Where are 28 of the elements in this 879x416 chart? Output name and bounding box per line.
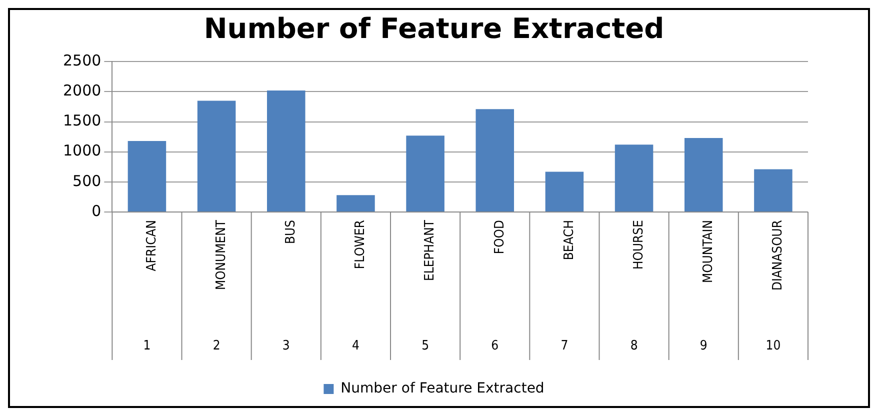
y-tick-label: 2000 (62, 82, 102, 100)
bar (614, 144, 654, 212)
bar (197, 100, 236, 212)
category-label: BEACH 7 (560, 220, 577, 354)
category-label: HOURSE 8 (630, 220, 646, 354)
category-label: FOOD 6 (491, 220, 508, 354)
y-tick-label: 2500 (62, 51, 102, 70)
y-tick-label: 500 (72, 172, 102, 190)
category-label: FLOWER 4 (352, 220, 368, 354)
bar (406, 136, 444, 212)
bar (336, 195, 375, 212)
bar (266, 90, 306, 212)
y-tick-label: 1500 (62, 112, 102, 130)
category-label: AFRICAN 1 (143, 220, 160, 354)
y-tick-label: 0 (92, 202, 102, 220)
bar (684, 138, 723, 212)
y-tick-label: 1000 (62, 142, 102, 160)
chart-title: Number of Feature Extracted (204, 12, 664, 46)
bar (128, 141, 166, 212)
bar (754, 169, 792, 212)
category-label: MOUNTAIN 9 (700, 220, 716, 354)
bar (476, 109, 514, 212)
category-label: BUS 3 (282, 220, 299, 354)
bar (545, 172, 584, 212)
category-label: DIANASOUR 10 (766, 220, 786, 354)
category-label: ELEPHANT 5 (422, 220, 438, 354)
legend-label: Number of Feature Extracted (340, 380, 544, 397)
category-label: MONUMENT 2 (212, 220, 229, 354)
